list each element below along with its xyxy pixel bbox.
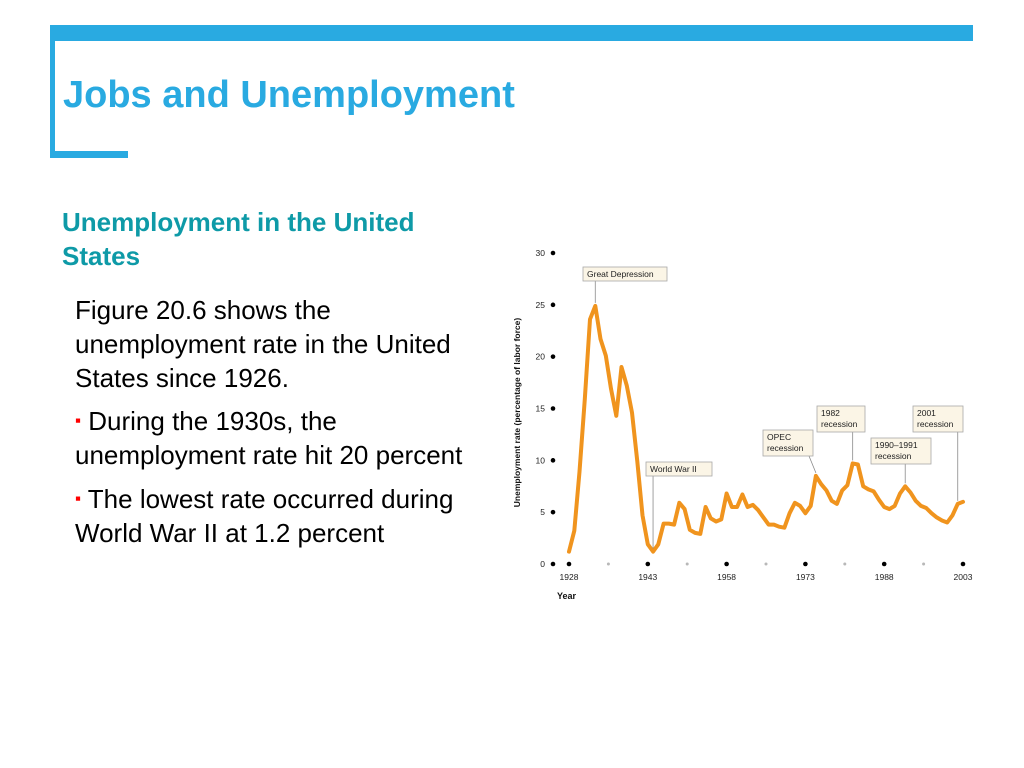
annotation-label: 2001: [917, 408, 936, 418]
x-tick-dot: [566, 561, 572, 567]
x-minor-tick-dot: [922, 562, 926, 566]
annotation-label: OPEC: [767, 432, 791, 442]
x-tick-label: 1958: [717, 572, 736, 582]
annotation-label: World War II: [650, 464, 697, 474]
annotation-box: [762, 429, 814, 457]
x-minor-tick-dot: [606, 562, 610, 566]
x-tick-dot: [881, 561, 887, 567]
y-tick-dot: [550, 354, 556, 359]
y-tick-label: 30: [536, 248, 546, 258]
unemployment-line-chart: 0 5 10 15 20 25 30 1928 1943 1958 1973 1988 2003 Year…: [512, 248, 973, 601]
annotation-box: [645, 461, 713, 477]
y-axis-title: Unemployment rate (percentage of labor f…: [512, 318, 522, 508]
title-bracket-horizontal: [50, 151, 128, 158]
annotation-label: 1982: [821, 408, 840, 418]
y-tick-dot: [550, 561, 556, 567]
annotation-box: [870, 437, 932, 465]
title-accent-bar: [50, 25, 973, 41]
x-tick-label: 1943: [638, 572, 657, 582]
annotation-leader-line: [808, 455, 817, 474]
bullet-item: ▪ During the 1930s, the unemployment rat…: [75, 405, 495, 473]
y-tick-label: 15: [536, 404, 546, 414]
x-tick-label: 1988: [875, 572, 894, 582]
annotation-label: Great Depression: [587, 269, 654, 279]
bullet-marker-icon: ▪: [75, 411, 82, 431]
series-line: [567, 303, 965, 554]
x-tick-label: 1973: [796, 572, 815, 582]
slide-title: Jobs and Unemployment: [63, 74, 515, 116]
x-tick-dot: [645, 561, 651, 567]
x-minor-tick-dot: [843, 562, 847, 566]
annotation-box: [582, 266, 668, 282]
y-tick-dot: [550, 458, 556, 463]
y-tick-label: 10: [536, 455, 546, 465]
x-tick-dot: [960, 561, 966, 567]
x-minor-tick-dot: [685, 562, 689, 566]
y-tick-dot: [550, 250, 556, 256]
annotation-box: [816, 405, 866, 433]
section-heading: Unemployment in the United States: [62, 207, 415, 271]
bullet-marker-icon: ▪: [75, 488, 82, 508]
bullet-item: ▪ The lowest rate occurred during World …: [75, 483, 495, 551]
bullet-text: During the 1930s, the unemployment rate …: [75, 406, 463, 471]
x-minor-tick-dot: [764, 562, 768, 566]
body-text: Figure 20.6 shows the unemployment rate …: [75, 294, 495, 561]
y-tick-label: 0: [540, 559, 545, 569]
annotation-label: 1990–1991: [875, 440, 918, 450]
y-tick-label: 25: [536, 300, 546, 310]
annotation-box: [912, 405, 964, 433]
bullet-text: The lowest rate occurred during World Wa…: [75, 483, 454, 548]
x-tick-dot: [724, 561, 729, 567]
x-tick-dot: [803, 561, 808, 567]
y-tick-dot: [550, 406, 556, 411]
y-tick-dot: [550, 509, 556, 515]
y-tick-dot: [550, 302, 556, 308]
x-axis-title: Year: [557, 591, 577, 601]
x-tick-label: 1928: [560, 572, 579, 582]
y-tick-label: 20: [536, 352, 546, 362]
intro-paragraph: Figure 20.6 shows the unemployment rate …: [75, 295, 451, 393]
annotation-label: recession: [767, 443, 804, 453]
title-bracket-vertical: [50, 25, 55, 158]
x-tick-label: 2003: [954, 572, 973, 582]
annotation-label: recession: [875, 451, 912, 461]
y-tick-label: 5: [540, 507, 545, 517]
annotation-label: recession: [821, 419, 858, 429]
annotation-label: recession: [917, 419, 954, 429]
